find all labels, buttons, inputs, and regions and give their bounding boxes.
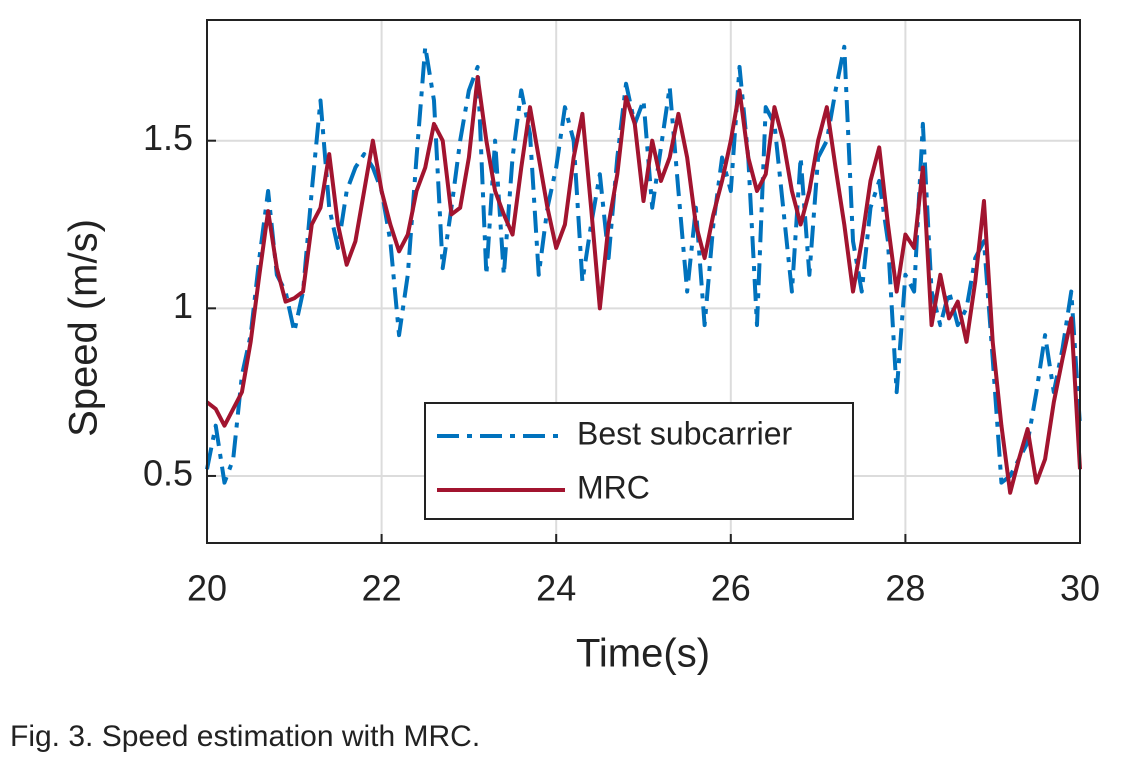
y-tick-label: 0.5 [143, 452, 193, 493]
y-tick-label: 1 [173, 285, 193, 326]
plot-frame [206, 19, 1081, 544]
x-tick-label: 22 [362, 568, 402, 609]
x-tick-label: 28 [885, 568, 925, 609]
x-tick-label: 26 [711, 568, 751, 609]
x-axis-label: Time(s) [576, 632, 710, 676]
y-tick-label: 1.5 [143, 117, 193, 158]
x-tick-label: 24 [536, 568, 576, 609]
caption: Fig. 3. Speed estimation with MRC. [10, 720, 480, 753]
y-axis-label: Speed (m/s) [62, 219, 106, 437]
series-line [205, 74, 1082, 495]
x-tick-label: 20 [187, 568, 227, 609]
legend-label: MRC [577, 469, 650, 505]
x-tick-label: 30 [1060, 568, 1100, 609]
legend-box [424, 402, 854, 520]
legend-label: Best subcarrier [577, 415, 793, 451]
